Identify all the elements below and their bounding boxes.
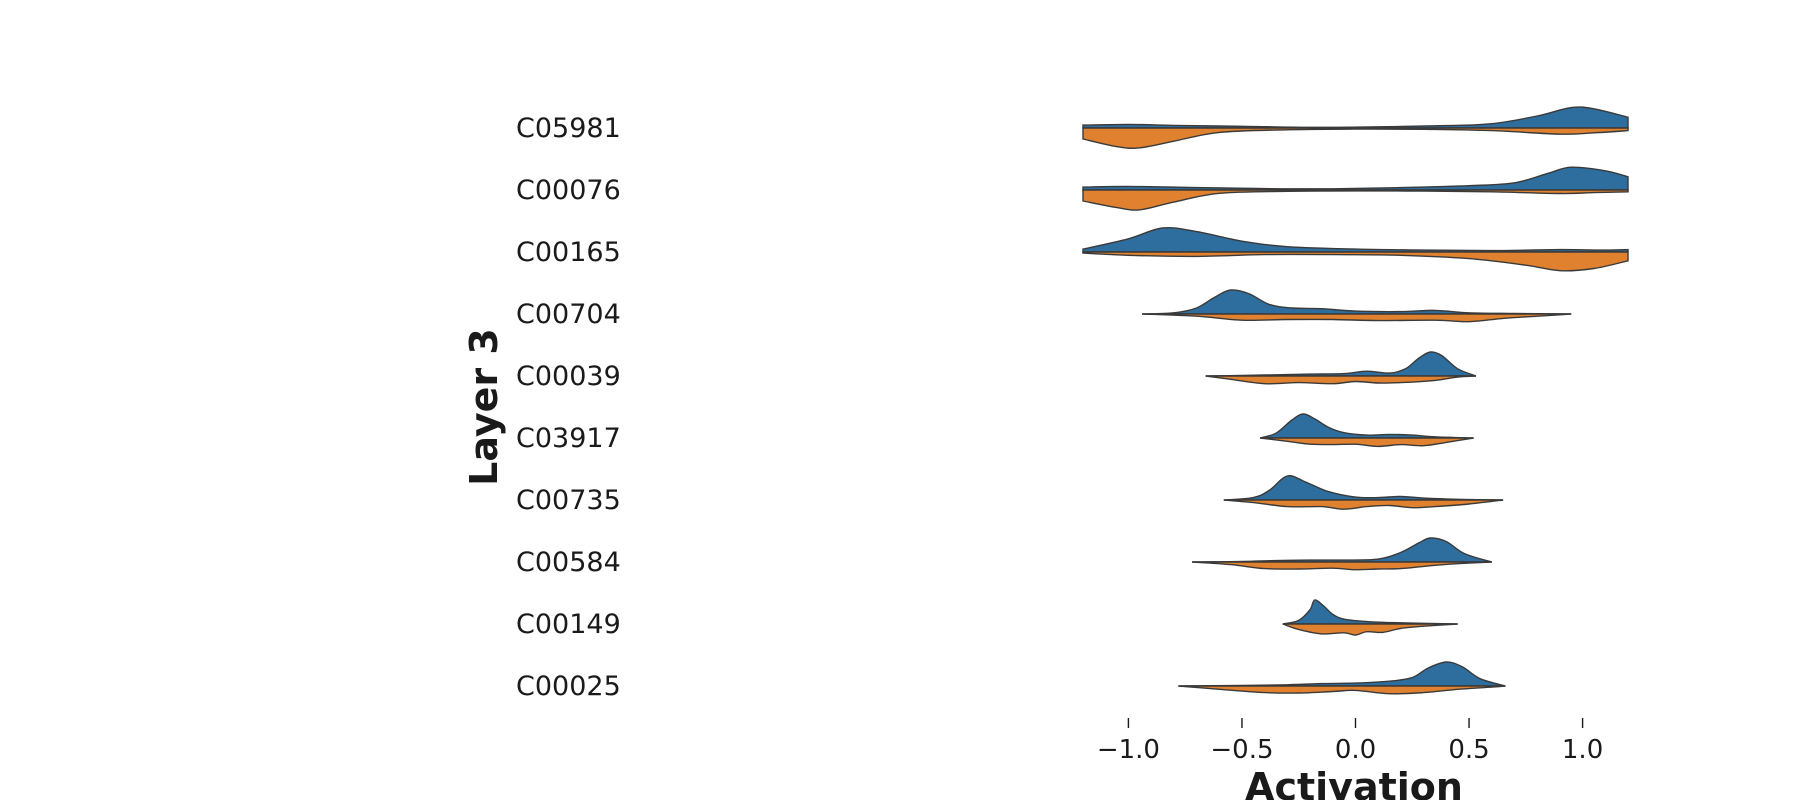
violin-C00165	[1082, 227, 1629, 272]
category-label: C05981	[516, 113, 621, 144]
category-label: C00704	[516, 299, 621, 330]
violin-upper-half	[1141, 289, 1572, 315]
category-label: C03917	[516, 423, 621, 454]
violin-lower-half	[1260, 437, 1474, 448]
violin-upper-half	[1191, 537, 1493, 563]
violin-C00704	[1141, 289, 1572, 323]
x-axis-ticks: −1.0 −0.5 0.0 0.5 1.0	[1097, 718, 1603, 765]
violin-C00039	[1205, 351, 1477, 385]
violin-lower-half	[1082, 251, 1629, 272]
category-label: C00584	[516, 547, 621, 578]
x-tick-label: 0.0	[1335, 735, 1376, 765]
violin-upper-half	[1223, 475, 1504, 501]
violin-upper-half	[1178, 661, 1506, 687]
violin-C03917	[1259, 413, 1474, 448]
x-tick-label: 0.5	[1448, 735, 1489, 765]
violin-lower-half	[1223, 499, 1504, 510]
category-label: C00025	[516, 671, 621, 702]
y-axis-title: Layer 3	[462, 328, 506, 486]
category-label: C00039	[516, 361, 621, 392]
violin-lower-half	[1282, 623, 1458, 636]
violin-upper-half	[1259, 413, 1474, 439]
violins-layer	[1082, 106, 1629, 695]
violin-C05981	[1082, 106, 1629, 149]
violin-lower-half	[1082, 127, 1629, 149]
violin-C00149	[1282, 599, 1458, 636]
violin-lower-half	[1191, 561, 1492, 571]
violin-upper-half	[1082, 227, 1629, 253]
violin-C00735	[1223, 475, 1504, 510]
x-axis-title: Activation	[1245, 765, 1463, 800]
category-label: C00149	[516, 609, 621, 640]
category-labels: C05981 C00076 C00165 C00704 C00039 C03917 C007…	[516, 113, 621, 702]
violin-lower-half	[1205, 375, 1476, 385]
violin-lower-half	[1141, 313, 1572, 323]
violin-lower-half	[1082, 189, 1629, 211]
violin-upper-half	[1205, 351, 1477, 377]
violin-C00584	[1191, 537, 1493, 571]
violin-upper-half	[1082, 106, 1629, 129]
violin-upper-half	[1282, 599, 1458, 625]
category-label: C00165	[516, 237, 621, 268]
category-label: C00076	[516, 175, 621, 206]
x-tick-label: 1.0	[1562, 735, 1603, 765]
violin-upper-half	[1082, 166, 1629, 191]
category-label: C00735	[516, 485, 621, 516]
x-tick-label: −1.0	[1097, 735, 1160, 765]
x-tick-label: −0.5	[1210, 735, 1273, 765]
violin-lower-half	[1178, 685, 1506, 695]
violin-C00076	[1082, 166, 1629, 211]
violin-C00025	[1178, 661, 1506, 695]
